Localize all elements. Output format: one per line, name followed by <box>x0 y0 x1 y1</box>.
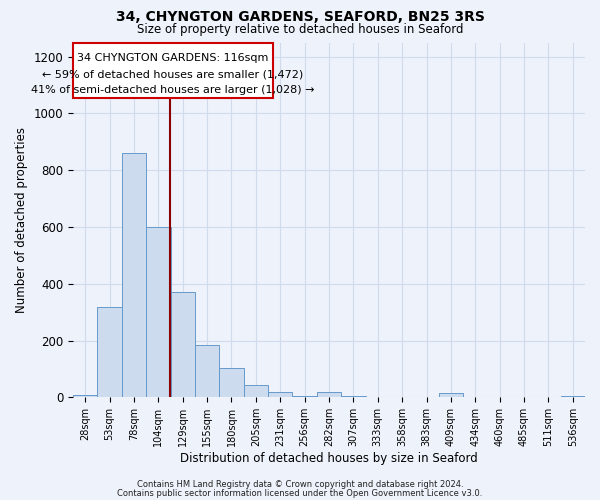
Bar <box>439 393 463 398</box>
Bar <box>146 227 170 398</box>
Bar <box>317 392 341 398</box>
X-axis label: Distribution of detached houses by size in Seaford: Distribution of detached houses by size … <box>180 452 478 465</box>
Bar <box>560 396 585 398</box>
Y-axis label: Number of detached properties: Number of detached properties <box>15 127 28 313</box>
Text: 34 CHYNGTON GARDENS: 116sqm: 34 CHYNGTON GARDENS: 116sqm <box>77 53 269 63</box>
Bar <box>195 345 220 398</box>
Bar <box>268 392 292 398</box>
Text: Contains HM Land Registry data © Crown copyright and database right 2024.: Contains HM Land Registry data © Crown c… <box>137 480 463 489</box>
Text: Size of property relative to detached houses in Seaford: Size of property relative to detached ho… <box>137 22 463 36</box>
Text: ← 59% of detached houses are smaller (1,472): ← 59% of detached houses are smaller (1,… <box>43 70 304 80</box>
FancyBboxPatch shape <box>73 42 273 98</box>
Bar <box>170 292 195 398</box>
Text: 41% of semi-detached houses are larger (1,028) →: 41% of semi-detached houses are larger (… <box>31 84 315 94</box>
Bar <box>122 153 146 398</box>
Bar <box>244 384 268 398</box>
Bar <box>292 396 317 398</box>
Text: 34, CHYNGTON GARDENS, SEAFORD, BN25 3RS: 34, CHYNGTON GARDENS, SEAFORD, BN25 3RS <box>116 10 484 24</box>
Bar <box>341 396 365 398</box>
Text: Contains public sector information licensed under the Open Government Licence v3: Contains public sector information licen… <box>118 488 482 498</box>
Bar <box>97 306 122 398</box>
Bar <box>73 394 97 398</box>
Bar <box>220 368 244 398</box>
